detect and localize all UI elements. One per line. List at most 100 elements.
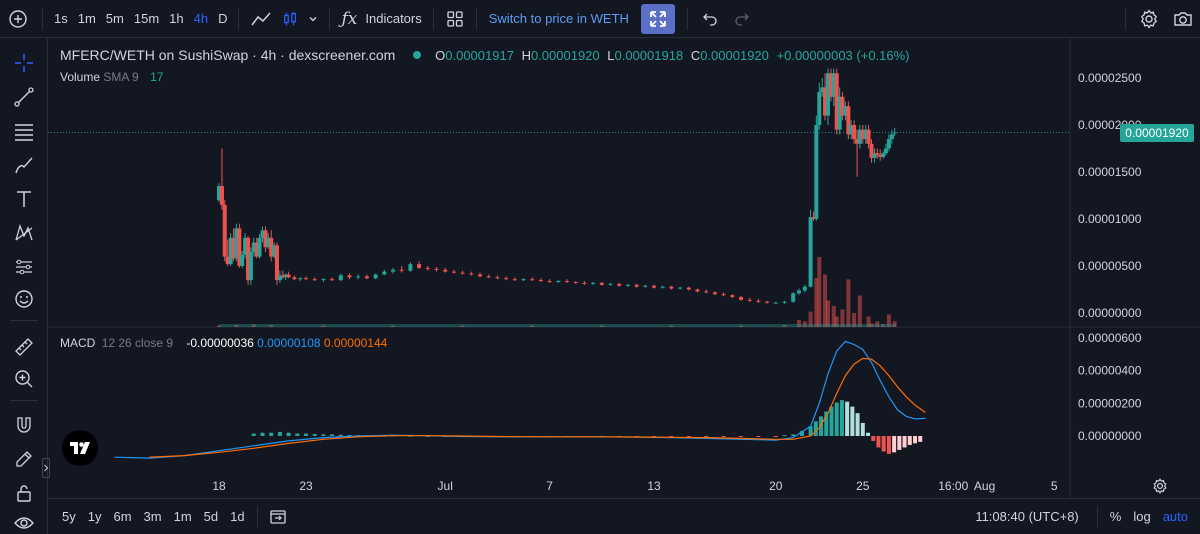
macd-pane [114,340,926,459]
time-tick-label: 23 [299,479,313,493]
range-5d[interactable]: 5d [203,509,219,524]
macd-histogram-bar [824,411,829,436]
chart-type-dropdown[interactable] [303,4,323,34]
candle-chart-type-button[interactable] [277,4,303,34]
range-1d[interactable]: 1d [230,509,245,524]
chart-svg[interactable]: 0.00000000 0.00000500 0.00001000 0.00001500… [48,38,1200,498]
macd-histogram-bar [652,436,656,437]
candle-body [811,217,816,219]
open-value: 0.00001917 [445,48,514,63]
volume-bar [599,325,604,327]
undo-button[interactable] [694,4,726,34]
redo-button[interactable] [726,4,758,34]
emoji-tool[interactable] [8,286,40,312]
toolbar-divider [238,7,240,30]
percent-toggle[interactable]: % [1109,509,1122,524]
clock[interactable]: 11:08:40 (UTC+8) [975,509,1079,524]
volume-bar [892,321,897,327]
range-5y[interactable]: 5y [62,509,76,524]
range-6m[interactable]: 6m [113,509,132,524]
trend-line-tool[interactable] [8,84,40,110]
candle-body [814,125,819,219]
pattern-tool[interactable] [8,220,40,246]
visibility-tool[interactable] [8,510,40,534]
volume-label[interactable]: Volume [60,70,101,84]
timeframe-4h[interactable]: 4h [193,11,209,26]
auto-toggle[interactable]: auto [1162,509,1188,524]
prediction-tool[interactable] [8,254,40,280]
candle-body [277,275,282,281]
candle-body [823,87,828,116]
volume-bar [881,324,886,327]
timeframe-1m[interactable]: 1m [77,11,96,26]
candle-body [860,129,865,140]
chart-area[interactable]: 0.00000000 0.00000500 0.00001000 0.00001500… [48,38,1200,498]
layouts-button[interactable] [440,4,470,34]
high-label: H [521,48,531,63]
signal-line [149,357,926,458]
add-symbol-button[interactable] [0,4,36,34]
magnet-tool[interactable] [8,412,40,438]
candle-body [695,289,700,292]
lock-tool[interactable] [8,480,40,506]
macd-histogram-bar [286,432,291,436]
crosshair-tool[interactable] [8,50,40,76]
log-toggle[interactable]: log [1133,509,1151,524]
candle-body [417,264,422,268]
gear-icon [1153,478,1167,494]
timeframe-1h[interactable]: 1h [169,11,184,26]
candle-body [608,283,613,285]
symbol-title[interactable]: MFERC/WETH on SushiSwap · 4h · dexscreen… [60,47,396,63]
settings-button[interactable] [1132,4,1166,34]
macd-tick-label: 0.00000600 [1078,331,1142,345]
drawing-mode-tool[interactable] [8,446,40,472]
goto-date-button[interactable] [264,509,292,525]
macd-histogram-bar [260,432,265,436]
candle-body [382,271,387,275]
candle-body [886,139,891,149]
range-1m[interactable]: 1m [173,509,192,524]
candle-body [855,139,860,144]
candle-body [260,230,265,238]
text-tool[interactable] [8,186,40,212]
macd-histogram-bar [425,435,430,437]
macd-histogram-bar [850,406,855,436]
macd-histogram-bar [860,422,865,436]
line-chart-type-button[interactable] [245,4,277,34]
calendar-arrow-icon [269,509,286,524]
candle-body [312,279,317,281]
close-label: C [690,48,701,63]
macd-histogram-bar [834,402,839,436]
timeframe-15m[interactable]: 15m [133,11,160,26]
timeframe-1s[interactable]: 1s [54,11,68,26]
zoom-tool[interactable] [8,366,40,392]
range-3m[interactable]: 3m [143,509,162,524]
candle-body [251,242,256,252]
snapshot-button[interactable] [1166,4,1200,34]
candle-body [512,279,517,281]
volume-bar [840,309,845,327]
volume-bar [530,325,535,327]
macd-histogram-bar [782,435,787,437]
range-1y[interactable]: 1y [87,509,102,524]
indicators-button[interactable]: ƒx Indicators [336,4,426,34]
tradingview-logo[interactable] [62,430,98,466]
measure-tool[interactable] [8,334,40,360]
expand-toolbar-button[interactable] [42,458,50,478]
toolbar-divider [432,7,434,30]
timeframe-D[interactable]: D [218,11,228,26]
macd-histogram-bar [866,432,871,436]
axis-settings-button[interactable] [1148,476,1172,496]
price-candles [217,68,897,304]
macd-label[interactable]: MACD [60,336,96,350]
switch-price-button[interactable]: Switch to price in WETH [483,4,635,34]
time-tick-label: 13 [647,479,661,493]
axes: 0.00000000 0.00000500 0.00001000 0.00001500… [212,71,1141,493]
candle-body [391,269,395,272]
price-tick-label: 0.00000500 [1078,259,1142,273]
fib-tool[interactable] [8,118,40,144]
fullscreen-button[interactable] [640,3,675,34]
volume-bars [217,257,897,327]
brush-tool[interactable] [8,152,40,178]
timeframe-5m[interactable]: 5m [105,11,124,26]
